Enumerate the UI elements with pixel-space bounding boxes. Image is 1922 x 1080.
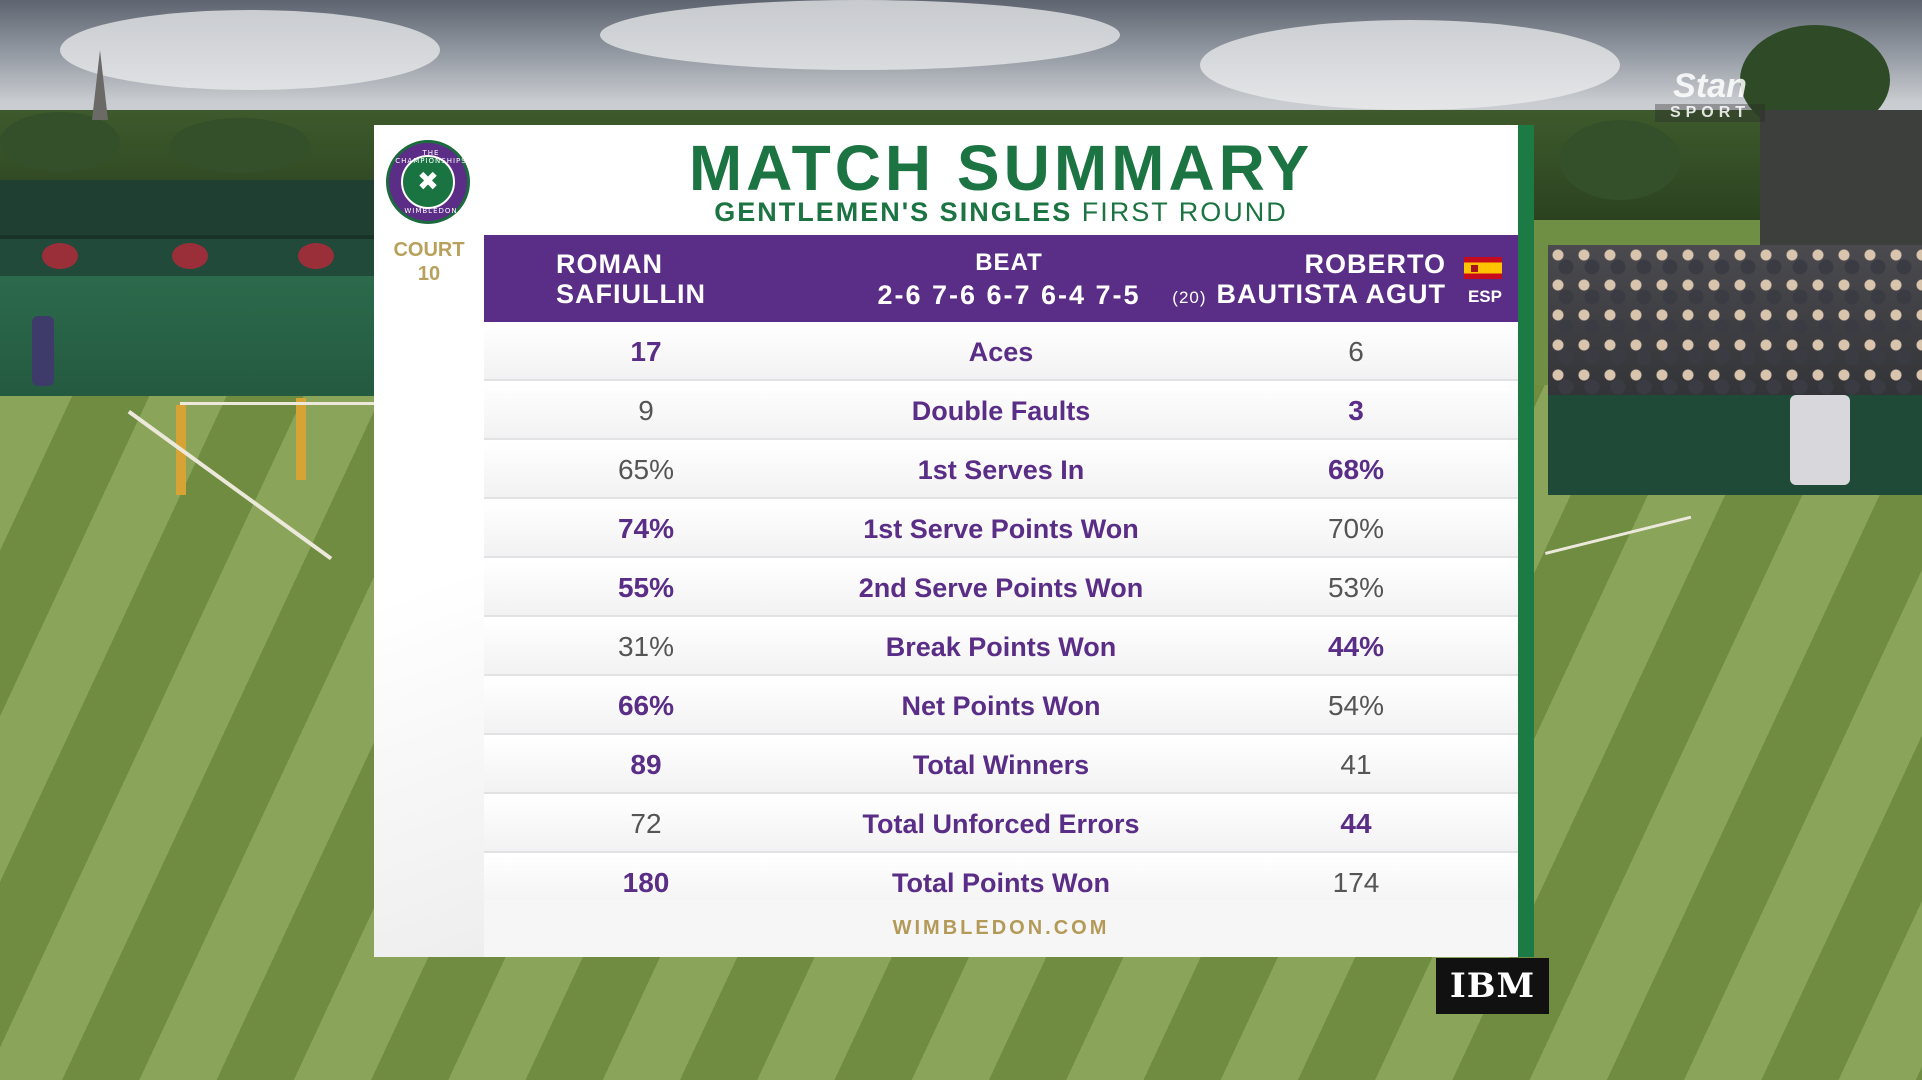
player2-stat-value: 6 [1348, 336, 1364, 367]
player1-stat-value: 72 [630, 808, 662, 839]
flower-basket [172, 243, 208, 269]
event-name: GENTLEMEN'S SINGLES [714, 197, 1073, 227]
stat-label: 2nd Serve Points Won [858, 572, 1144, 603]
line-judge [32, 316, 54, 386]
tree [170, 118, 310, 173]
player1-name: ROMAN SAFIULLIN [556, 249, 706, 309]
sponsor-logo: IBM [1436, 958, 1549, 1014]
stat-label: Total Points Won [892, 867, 1110, 898]
spain-flag-icon [1464, 257, 1502, 279]
network-watermark: Stan SPORT [1655, 68, 1765, 122]
player2-last-name: BAUTISTA AGUT [1216, 279, 1446, 309]
court-wall [0, 180, 380, 396]
cloud [60, 10, 440, 90]
crossed-rackets-icon: ✖ [401, 155, 455, 209]
stat-row: 74% 1st Serve Points Won 70% [484, 502, 1518, 558]
stat-label: Double Faults [911, 395, 1091, 426]
player2-stat-value: 3 [1348, 395, 1364, 426]
green-wall [0, 276, 380, 396]
stat-row: 9 Double Faults 3 [484, 384, 1518, 440]
umpire-chair-official [1790, 395, 1850, 485]
net-tape [180, 402, 380, 405]
stat-label: 1st Serve Points Won [863, 513, 1139, 544]
flower-basket [42, 243, 78, 269]
event-round: FIRST ROUND [1081, 197, 1288, 227]
match-result-header: ROMAN SAFIULLIN BEAT 2-6 7-6 6-7 6-4 7-5… [484, 235, 1518, 322]
website-footer: WIMBLEDON.COM [484, 900, 1518, 957]
player1-stat-value: 89 [630, 749, 662, 780]
player2-name: ROBERTO (20) BAUTISTA AGUT [1172, 249, 1446, 313]
stats-table: 17 Aces 6 9 Double Faults 3 65% 1st Serves In 68… [484, 322, 1518, 912]
player2-stat-value: 41 [1340, 749, 1372, 780]
logo-column: THE CHAMPIONSHIPS ✖ WIMBLEDON COURT 10 [374, 125, 484, 957]
player2-stat-value: 44 [1340, 808, 1372, 839]
badge-bottom-text: WIMBLEDON [404, 207, 458, 215]
cloud [1200, 20, 1620, 110]
cloud [600, 0, 1120, 70]
player1-stat-value: 180 [622, 867, 670, 898]
stat-label: Break Points Won [885, 631, 1117, 662]
player2-stat-value: 68% [1327, 454, 1385, 485]
player2-first-name: ROBERTO [1304, 249, 1446, 279]
player1-stat-value: 65% [617, 454, 675, 485]
player1-first-name: ROMAN [556, 249, 663, 279]
stat-row: 31% Break Points Won 44% [484, 620, 1518, 676]
player1-stat-value: 66% [617, 690, 675, 721]
player2-seed: (20) [1172, 288, 1207, 307]
network-logo: Stan [1673, 67, 1747, 105]
court-number: 10 [417, 263, 441, 285]
player2-stat-value: 53% [1327, 572, 1385, 603]
church-spire [92, 50, 108, 120]
match-score: 2-6 7-6 6-7 6-4 7-5 [877, 280, 1141, 310]
player1-stat-value: 74% [617, 513, 675, 544]
stat-label: 1st Serves In [917, 454, 1085, 485]
player2-stat-value: 70% [1327, 513, 1385, 544]
player2-stat-value: 54% [1327, 690, 1385, 721]
stat-label: Aces [968, 336, 1034, 367]
event-subtitle: GENTLEMEN'S SINGLES FIRST ROUND [484, 197, 1518, 228]
player1-stat-value: 55% [617, 572, 675, 603]
badge-top-text: THE CHAMPIONSHIPS [395, 149, 467, 165]
match-summary-panel: THE CHAMPIONSHIPS ✖ WIMBLEDON COURT 10 M… [374, 125, 1534, 957]
stat-row: 89 Total Winners 41 [484, 738, 1518, 794]
player2-nation: ESP [1467, 287, 1502, 306]
tree [1560, 120, 1680, 200]
network-sub: SPORT [1655, 104, 1765, 122]
tree [0, 112, 120, 172]
stat-row: 65% 1st Serves In 68% [484, 443, 1518, 499]
flower-basket [298, 243, 334, 269]
result-word: BEAT [975, 249, 1043, 276]
stat-label: Total Winners [912, 749, 1090, 780]
accent-bar [1518, 125, 1534, 957]
railing [0, 180, 380, 239]
player1-last-name: SAFIULLIN [556, 279, 706, 309]
crowd-wall [1548, 395, 1922, 495]
grandstand [1760, 110, 1922, 250]
player1-stat-value: 17 [630, 336, 662, 367]
player2-stat-value: 44% [1327, 631, 1385, 662]
court-label: COURT 10 [374, 238, 484, 286]
stat-row: 17 Aces 6 [484, 325, 1518, 381]
page-title: MATCH SUMMARY [688, 132, 1314, 204]
court-word: COURT [393, 239, 465, 261]
player1-stat-value: 9 [638, 395, 654, 426]
stat-row: 55% 2nd Serve Points Won 53% [484, 561, 1518, 617]
stat-label: Total Unforced Errors [862, 808, 1140, 839]
net-post [296, 398, 306, 480]
player2-stat-value: 174 [1332, 867, 1380, 898]
stat-row: 72 Total Unforced Errors 44 [484, 797, 1518, 853]
player1-stat-value: 31% [617, 631, 675, 662]
stat-label: Net Points Won [901, 690, 1101, 721]
stat-row: 66% Net Points Won 54% [484, 679, 1518, 735]
match-result: BEAT 2-6 7-6 6-7 6-4 7-5 [814, 247, 1204, 311]
wimbledon-logo: THE CHAMPIONSHIPS ✖ WIMBLEDON [386, 140, 470, 224]
